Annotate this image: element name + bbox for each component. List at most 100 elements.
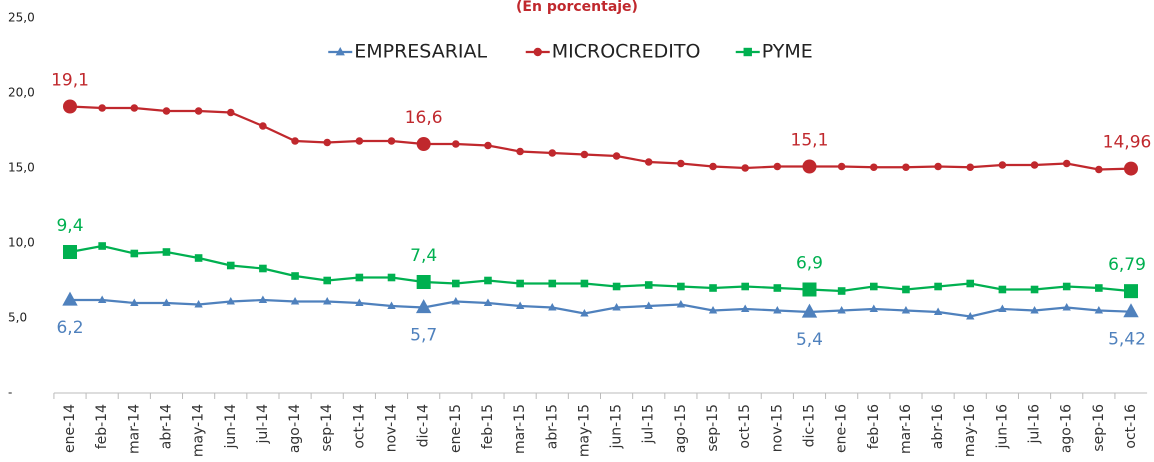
point <box>644 281 653 289</box>
point <box>902 163 910 172</box>
point <box>98 104 106 112</box>
x-tick-label: ene-15 <box>448 404 464 453</box>
point <box>966 311 975 320</box>
y-tick-label: 15,0 <box>8 161 35 175</box>
point <box>387 273 396 282</box>
point <box>709 284 717 292</box>
point <box>416 137 431 151</box>
x-tick-label: oct-14 <box>351 404 367 449</box>
point <box>998 161 1007 169</box>
point <box>998 285 1007 294</box>
x-tick-label: jul-16 <box>1027 404 1043 445</box>
point <box>709 162 717 171</box>
legend-marker <box>533 47 542 57</box>
point <box>97 295 107 304</box>
point <box>1124 161 1138 176</box>
point <box>291 137 299 145</box>
point <box>452 279 460 288</box>
point <box>62 291 78 306</box>
point <box>515 301 525 310</box>
point <box>837 305 846 314</box>
legend-label: PYME <box>762 41 813 63</box>
x-tick-label: feb-16 <box>866 404 882 449</box>
point <box>741 164 749 172</box>
x-tick-label: abr-16 <box>930 404 946 449</box>
point <box>677 159 685 168</box>
x-tick-label: sep-15 <box>705 404 721 452</box>
point <box>1030 285 1039 294</box>
series-line <box>69 244 1132 293</box>
point <box>998 304 1007 313</box>
data-label: 6,2 <box>56 318 83 338</box>
point <box>290 296 300 305</box>
point <box>1124 284 1138 299</box>
point <box>548 302 557 311</box>
point <box>548 149 557 157</box>
x-tick-label: oct-16 <box>1123 404 1139 449</box>
point <box>966 279 975 288</box>
y-tick-label: - <box>8 386 12 400</box>
point <box>1030 305 1039 314</box>
point <box>708 305 718 314</box>
point <box>259 122 267 130</box>
point <box>162 107 171 115</box>
y-tick-label: 5,0 <box>8 311 27 325</box>
x-tick-label: jun-14 <box>223 404 239 450</box>
x-tick-label: sep-16 <box>1091 404 1107 452</box>
x-tick-label: ago-16 <box>1059 404 1075 453</box>
point <box>258 295 268 304</box>
data-label: 5,42 <box>1108 330 1146 350</box>
point <box>323 296 332 305</box>
point <box>802 159 817 174</box>
point <box>802 282 817 297</box>
y-tick-label: 25,0 <box>8 11 35 25</box>
point <box>741 282 749 291</box>
data-label: 5,7 <box>410 326 437 346</box>
legend-marker <box>335 46 345 56</box>
data-label: 7,4 <box>410 246 437 266</box>
point <box>415 299 432 314</box>
point <box>644 158 653 166</box>
x-tick-label: jul-15 <box>641 404 657 445</box>
point <box>933 307 943 316</box>
point <box>837 162 846 171</box>
x-tick-label: jul-14 <box>255 404 271 445</box>
point <box>644 301 653 310</box>
x-tick-label: feb-15 <box>480 404 496 449</box>
x-tick-label: mar-15 <box>512 404 528 454</box>
point <box>1062 159 1071 168</box>
point <box>612 282 621 291</box>
point <box>323 138 332 147</box>
point <box>773 284 782 292</box>
point <box>130 298 139 307</box>
point <box>773 162 782 171</box>
point <box>1030 161 1039 169</box>
point <box>194 299 203 308</box>
data-label: 9,4 <box>56 216 83 236</box>
point <box>516 279 524 288</box>
x-tick-label: ene-16 <box>834 404 850 453</box>
data-label: 19,1 <box>51 71 89 91</box>
point <box>162 248 171 256</box>
point <box>580 279 589 288</box>
point <box>226 108 235 117</box>
point <box>1095 284 1103 292</box>
point <box>259 264 267 273</box>
x-tick-label: ago-14 <box>287 404 303 453</box>
point <box>291 272 299 280</box>
data-label: 15,1 <box>791 131 829 151</box>
point <box>130 249 139 258</box>
point <box>934 162 942 171</box>
point <box>869 304 878 313</box>
data-label: 14,96 <box>1103 133 1152 153</box>
point <box>387 137 396 145</box>
point <box>63 245 77 259</box>
x-tick-label: jun-15 <box>609 404 625 450</box>
x-tick-label: may-16 <box>962 404 978 457</box>
y-tick-label: 20,0 <box>8 86 35 100</box>
point <box>226 296 235 305</box>
point <box>741 304 750 313</box>
point <box>773 305 782 314</box>
data-label: 5,4 <box>796 330 823 350</box>
point <box>355 137 364 145</box>
